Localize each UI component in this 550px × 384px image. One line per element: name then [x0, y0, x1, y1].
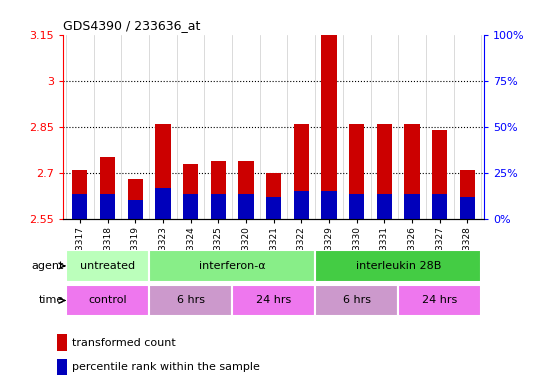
Bar	[238, 194, 254, 219]
Text: 6 hrs: 6 hrs	[177, 295, 205, 306]
Text: percentile rank within the sample: percentile rank within the sample	[72, 362, 260, 372]
Bar	[149, 250, 315, 281]
Bar	[155, 124, 170, 219]
Text: interferon-α: interferon-α	[199, 261, 266, 271]
Text: time: time	[39, 295, 64, 306]
Bar	[128, 200, 143, 219]
Text: 24 hrs: 24 hrs	[256, 295, 292, 306]
Bar	[238, 161, 254, 219]
Bar	[72, 194, 87, 219]
Bar	[432, 194, 447, 219]
Bar	[404, 194, 420, 219]
Bar	[377, 194, 392, 219]
Bar	[183, 164, 198, 219]
Text: transformed count: transformed count	[72, 338, 175, 348]
Bar	[149, 285, 232, 316]
Bar	[211, 194, 226, 219]
Bar	[349, 194, 364, 219]
Text: agent: agent	[31, 261, 64, 271]
Text: GDS4390 / 233636_at: GDS4390 / 233636_at	[63, 19, 201, 32]
Bar	[266, 197, 281, 219]
Bar	[460, 197, 475, 219]
Text: control: control	[88, 295, 127, 306]
Bar	[100, 157, 115, 219]
Text: interleukin 28B: interleukin 28B	[355, 261, 441, 271]
Bar	[266, 173, 281, 219]
Bar	[315, 250, 481, 281]
Bar	[183, 194, 198, 219]
Text: untreated: untreated	[80, 261, 135, 271]
Bar	[398, 285, 481, 316]
Bar	[155, 188, 170, 219]
Bar	[232, 285, 315, 316]
Bar	[321, 191, 337, 219]
Bar	[72, 170, 87, 219]
Bar	[321, 10, 337, 219]
Bar	[66, 285, 149, 316]
Text: 24 hrs: 24 hrs	[422, 295, 458, 306]
Bar	[100, 194, 115, 219]
Bar	[294, 191, 309, 219]
Bar	[294, 124, 309, 219]
Bar	[66, 250, 149, 281]
Bar	[460, 170, 475, 219]
Bar	[57, 359, 67, 375]
Bar	[128, 179, 143, 219]
Text: 6 hrs: 6 hrs	[343, 295, 371, 306]
Bar	[315, 285, 398, 316]
Bar	[57, 334, 67, 351]
Bar	[404, 124, 420, 219]
Bar	[349, 124, 364, 219]
Bar	[432, 130, 447, 219]
Bar	[377, 124, 392, 219]
Bar	[211, 161, 226, 219]
